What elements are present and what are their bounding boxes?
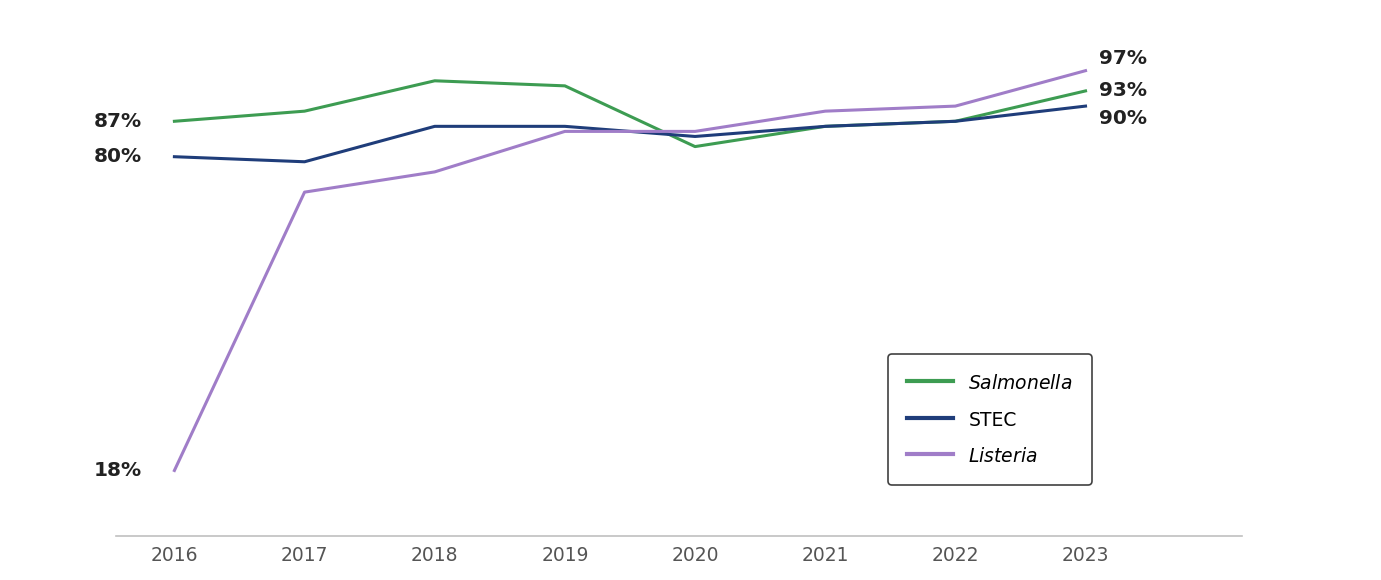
- Text: 80%: 80%: [94, 147, 142, 166]
- Text: 93%: 93%: [1099, 81, 1148, 100]
- Text: 18%: 18%: [94, 461, 142, 480]
- Text: 90%: 90%: [1099, 109, 1148, 128]
- Legend: $\it{Salmonella}$, STEC, $\it{Listeria}$: $\it{Salmonella}$, STEC, $\it{Listeria}$: [888, 354, 1091, 485]
- Text: 87%: 87%: [94, 112, 142, 130]
- Text: 97%: 97%: [1099, 49, 1148, 68]
